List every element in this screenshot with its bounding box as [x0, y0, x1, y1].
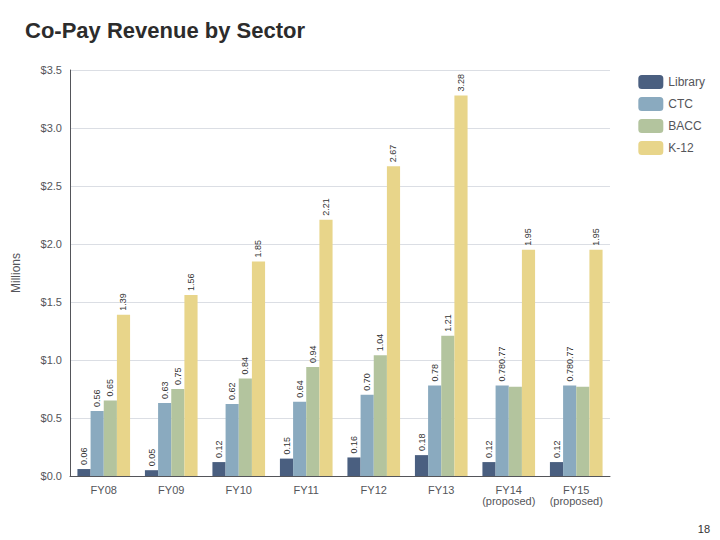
svg-text:$1.0: $1.0 [41, 354, 62, 366]
svg-text:0.62: 0.62 [227, 383, 237, 401]
svg-text:1.95: 1.95 [591, 228, 601, 246]
svg-text:0.56: 0.56 [92, 390, 102, 408]
svg-text:0.94: 0.94 [308, 345, 318, 363]
svg-text:0.15: 0.15 [282, 437, 292, 455]
svg-text:1.85: 1.85 [253, 240, 263, 258]
svg-text:(proposed): (proposed) [550, 495, 603, 507]
svg-text:0.63: 0.63 [160, 381, 170, 399]
svg-text:Millions: Millions [9, 253, 23, 293]
svg-text:0.75: 0.75 [173, 367, 183, 385]
svg-text:1.21: 1.21 [443, 314, 453, 332]
svg-text:0.06: 0.06 [79, 448, 89, 466]
svg-text:0.78: 0.78 [430, 364, 440, 382]
svg-text:$1.5: $1.5 [41, 296, 62, 308]
svg-text:K-12: K-12 [668, 141, 694, 155]
svg-text:0.05: 0.05 [147, 449, 157, 467]
svg-text:3.28: 3.28 [456, 74, 466, 92]
svg-text:0.12: 0.12 [552, 441, 562, 459]
svg-text:2.21: 2.21 [321, 198, 331, 216]
svg-text:$2.5: $2.5 [41, 180, 62, 192]
svg-text:FY11: FY11 [294, 484, 319, 496]
svg-text:1.39: 1.39 [118, 293, 128, 311]
svg-text:FY10: FY10 [226, 484, 252, 496]
svg-text:Co-Pay Revenue by Sector: Co-Pay Revenue by Sector [25, 18, 305, 43]
svg-text:0.12: 0.12 [214, 441, 224, 459]
svg-text:2.67: 2.67 [388, 145, 398, 163]
svg-text:$0.5: $0.5 [41, 412, 62, 424]
svg-text:$0.0: $0.0 [41, 470, 62, 482]
svg-text:0.84: 0.84 [240, 357, 250, 375]
svg-text:FY08: FY08 [91, 484, 117, 496]
svg-text:$3.5: $3.5 [41, 64, 62, 76]
svg-text:0.780.77: 0.780.77 [565, 346, 575, 381]
svg-text:$2.0: $2.0 [41, 238, 62, 250]
svg-text:18: 18 [698, 523, 710, 535]
svg-text:BACC: BACC [668, 119, 702, 133]
svg-text:0.16: 0.16 [349, 436, 359, 454]
svg-text:FY13: FY13 [428, 484, 454, 496]
svg-text:$3.0: $3.0 [41, 122, 62, 134]
svg-text:0.18: 0.18 [417, 434, 427, 452]
svg-text:0.12: 0.12 [484, 441, 494, 459]
svg-text:FY09: FY09 [158, 484, 184, 496]
svg-text:1.95: 1.95 [523, 228, 533, 246]
svg-text:0.780.77: 0.780.77 [497, 346, 507, 381]
svg-text:1.56: 1.56 [186, 274, 196, 292]
svg-text:0.64: 0.64 [295, 380, 305, 398]
svg-text:0.70: 0.70 [362, 373, 372, 391]
svg-text:FY14: FY14 [495, 483, 522, 496]
svg-text:FY12: FY12 [361, 484, 387, 496]
svg-text:FY15: FY15 [563, 483, 590, 496]
svg-text:0.65: 0.65 [105, 379, 115, 397]
svg-text:(proposed): (proposed) [482, 495, 535, 507]
svg-text:1.04: 1.04 [375, 334, 385, 352]
svg-text:Library: Library [668, 75, 705, 89]
svg-text:CTC: CTC [668, 97, 693, 111]
